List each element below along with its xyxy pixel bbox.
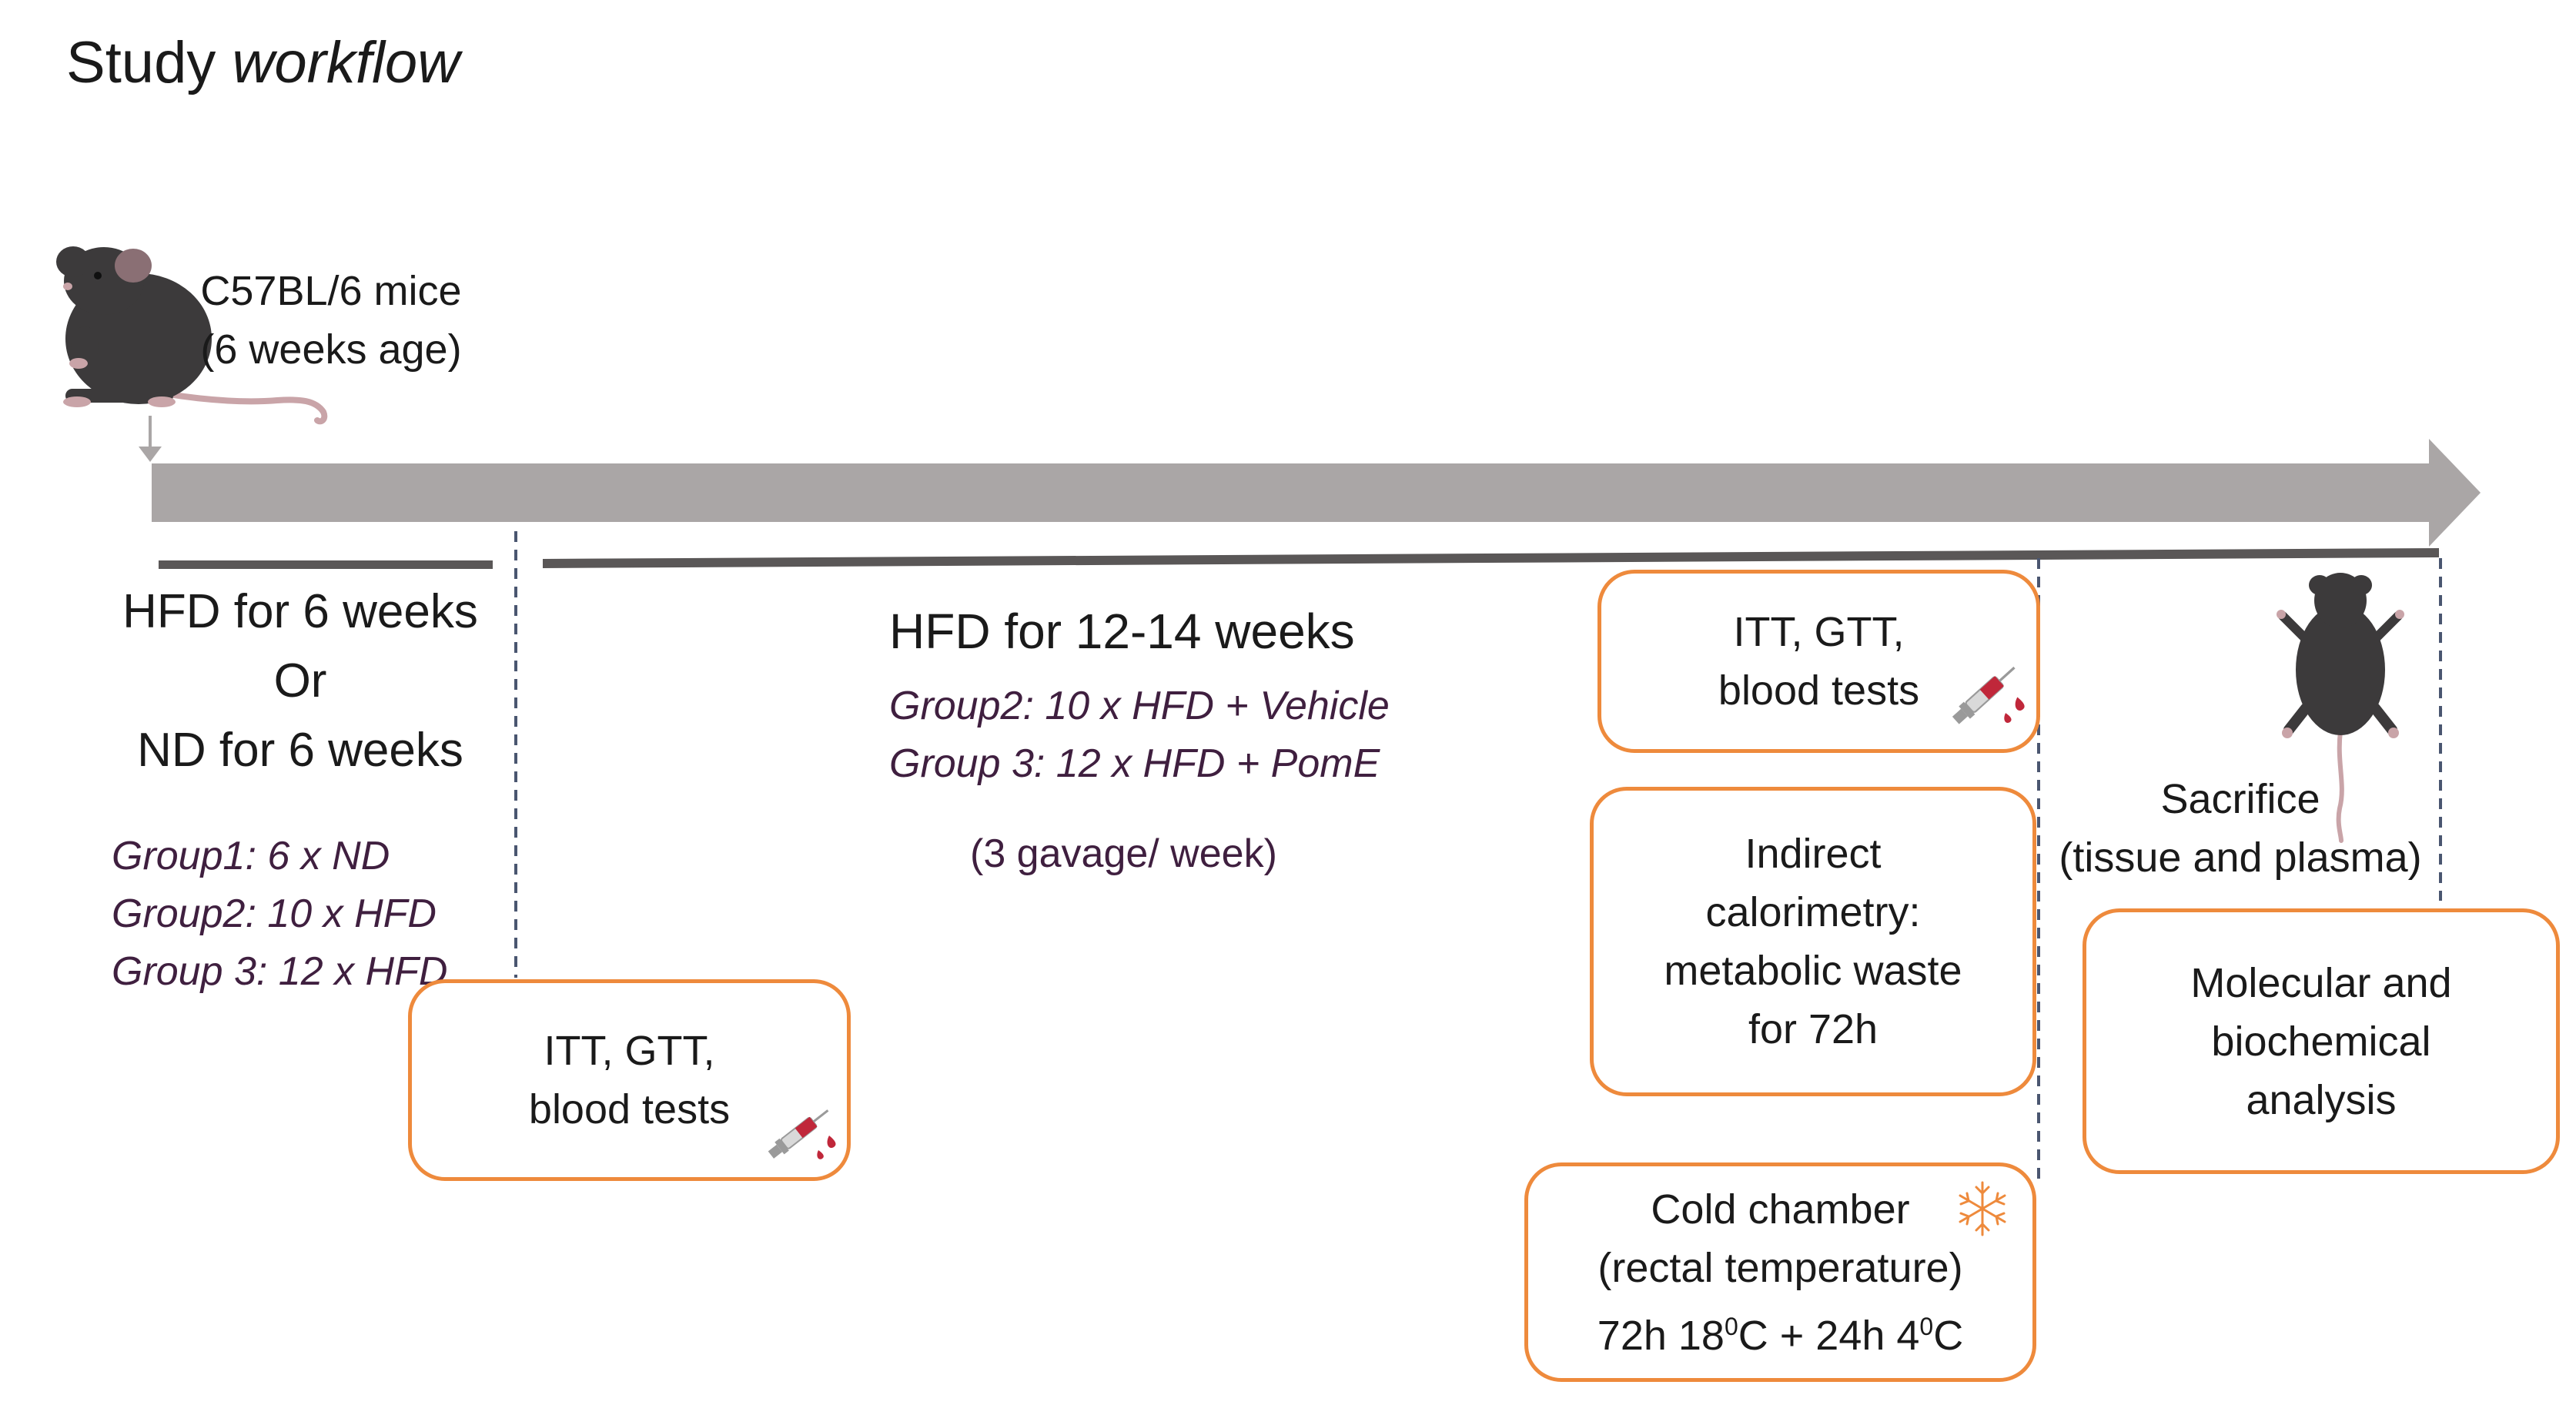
box-line: blood tests bbox=[528, 1086, 731, 1132]
box-line: blood tests bbox=[1718, 667, 1920, 714]
phase2-bar bbox=[543, 548, 2439, 568]
analysis-box: Molecular and biochemical analysis bbox=[2083, 908, 2560, 1174]
box-line: analysis bbox=[2246, 1076, 2397, 1123]
phase1-line: Or bbox=[273, 654, 327, 708]
cold-temperature-line: 72h 180C + 24h 40C bbox=[1597, 1297, 1963, 1365]
title-emphasis: workflow bbox=[232, 30, 460, 95]
box-line: ITT, GTT, bbox=[544, 1028, 715, 1074]
phase1-group: Group 3: 12 x HFD bbox=[112, 949, 448, 994]
phase1-diet-label: HFD for 6 weeks Or ND for 6 weeks bbox=[77, 577, 524, 785]
page-title: Study workflow bbox=[66, 25, 460, 102]
mouse-sitting-icon bbox=[56, 246, 328, 425]
title-main: Study bbox=[66, 30, 233, 95]
box-line: calorimetry: bbox=[1705, 889, 1921, 935]
box-line: biochemical bbox=[2211, 1018, 2431, 1065]
start-label-line1: C57BL/6 mice bbox=[200, 268, 462, 314]
syringe-icon bbox=[1952, 666, 2025, 724]
phase2-group: Group 3: 12 x HFD + PomE bbox=[889, 741, 1380, 786]
snowflake-icon bbox=[1959, 1181, 2006, 1236]
phase2-groups: Group2: 10 x HFD + Vehicle Group 3: 12 x… bbox=[889, 677, 1390, 793]
phase1-group: Group2: 10 x HFD bbox=[112, 891, 437, 936]
sacrifice-label: Sacrifice (tissue and plasma) bbox=[2040, 770, 2441, 887]
cold-chamber-box: Cold chamber (rectal temperature) 72h 18… bbox=[1524, 1162, 2036, 1382]
phase2-note: (3 gavage/ week) bbox=[970, 831, 1277, 876]
mouse-top-view-icon bbox=[2277, 573, 2404, 843]
temp-part: C + 24h 4 bbox=[1738, 1312, 1920, 1359]
temp-part: 72h 18 bbox=[1597, 1312, 1725, 1359]
box-line: ITT, GTT, bbox=[1733, 609, 1905, 655]
box-line: (rectal temperature) bbox=[1597, 1244, 1963, 1291]
box-line: Indirect bbox=[1745, 831, 1882, 877]
timeline-arrow bbox=[152, 439, 2481, 547]
sacrifice-line2: (tissue and plasma) bbox=[2059, 835, 2422, 881]
temp-superscript: 0 bbox=[1919, 1312, 1934, 1340]
box-line: Cold chamber bbox=[1651, 1186, 1910, 1233]
box-line: for 72h bbox=[1748, 1006, 1878, 1052]
temp-part: C bbox=[1933, 1312, 1964, 1359]
syringe-icon bbox=[768, 1109, 836, 1159]
box-line: Molecular and bbox=[2190, 959, 2452, 1006]
phase2-group: Group2: 10 x HFD + Vehicle bbox=[889, 684, 1390, 728]
start-marker-arrowhead bbox=[139, 447, 162, 462]
temp-superscript: 0 bbox=[1724, 1312, 1738, 1340]
phase1-line: HFD for 6 weeks bbox=[122, 585, 478, 638]
sacrifice-line1: Sacrifice bbox=[2160, 776, 2320, 822]
phase1-group: Group1: 6 x ND bbox=[112, 834, 390, 878]
phase1-bar bbox=[159, 560, 493, 569]
tests-box-2: ITT, GTT, blood tests bbox=[1597, 570, 2040, 753]
phase2-title: HFD for 12-14 weeks bbox=[889, 604, 1355, 659]
phase1-line: ND for 6 weeks bbox=[137, 724, 463, 777]
phase1-groups: Group1: 6 x ND Group2: 10 x HFD Group 3:… bbox=[112, 828, 447, 1001]
box-line: metabolic waste bbox=[1664, 948, 1962, 994]
start-label: C57BL/6 mice (6 weeks age) bbox=[177, 262, 485, 379]
calorimetry-box: Indirect calorimetry: metabolic waste fo… bbox=[1590, 787, 2036, 1096]
start-label-line2: (6 weeks age) bbox=[200, 326, 462, 373]
